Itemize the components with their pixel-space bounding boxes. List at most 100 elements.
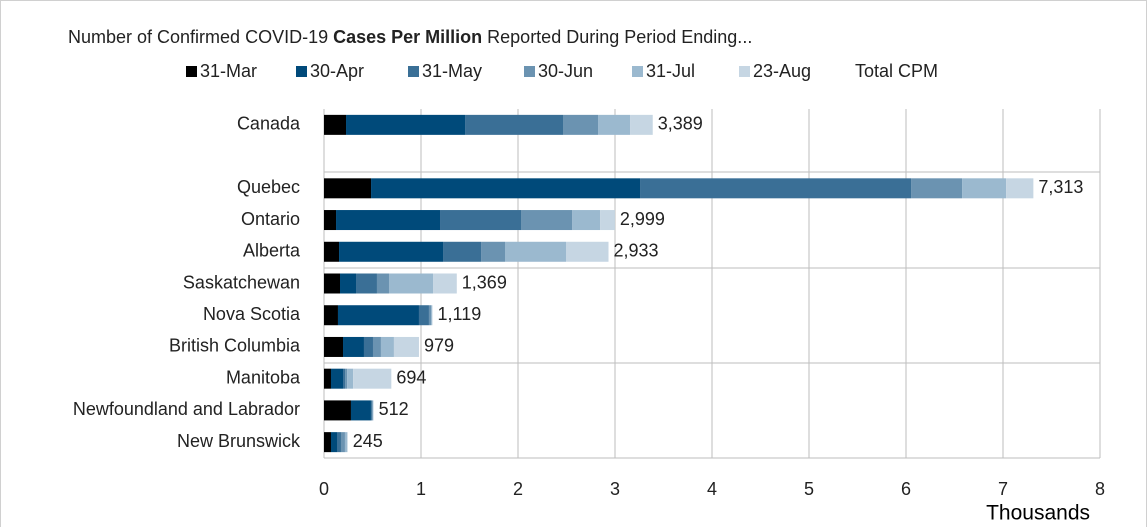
bar-segment [372, 336, 381, 357]
title-bold-part: Cases Per Million [333, 27, 482, 47]
bar-segment [324, 114, 347, 135]
legend-swatch [632, 66, 643, 77]
bar-segment [350, 400, 371, 421]
bar-segment [566, 241, 609, 262]
bar-segment [330, 432, 337, 453]
bar-segment [339, 241, 444, 262]
legend-swatch [296, 66, 307, 77]
legend-label: Total CPM [855, 61, 938, 81]
bar-segment [431, 305, 433, 326]
legend-label: 23-Aug [753, 61, 811, 81]
bar-segment [340, 432, 345, 453]
x-tick-label: 4 [707, 479, 717, 499]
bar-segment [433, 273, 457, 294]
bar-segment [324, 400, 351, 421]
y-tick-label: New Brunswick [177, 431, 301, 451]
x-tick-label: 7 [998, 479, 1008, 499]
bar-segment [343, 336, 364, 357]
y-tick-label: Canada [237, 114, 301, 134]
bar-segment [962, 178, 1007, 199]
bar-segment [337, 305, 419, 326]
bar-segment [563, 114, 599, 135]
bar-segment [388, 273, 434, 294]
bar-segment [521, 210, 573, 231]
bar-segment [372, 400, 374, 421]
bar-segment [324, 178, 372, 199]
bar-segment [481, 241, 506, 262]
bar-segment [336, 210, 441, 231]
bar-segment [630, 114, 653, 135]
x-axis-label: Thousands [986, 502, 1090, 525]
y-tick-label: Quebec [237, 177, 300, 197]
legend-label: 31-May [422, 61, 482, 81]
legend-swatch [739, 66, 750, 77]
bar-segment [430, 305, 432, 326]
bar-segment [336, 432, 341, 453]
total-label: 1,369 [462, 272, 507, 292]
legend-label: 30-Jun [538, 61, 593, 81]
legend-label: 30-Apr [310, 61, 364, 81]
total-label: 1,119 [438, 304, 482, 324]
x-tick-label: 8 [1095, 479, 1105, 499]
bar-segment [340, 273, 357, 294]
bar-segment [440, 210, 522, 231]
bar-segment [393, 336, 419, 357]
total-label: 979 [424, 336, 454, 356]
bar-segment [343, 368, 346, 389]
y-tick-label: Nova Scotia [203, 304, 301, 324]
bar-segment [373, 400, 374, 421]
legend-label: 31-Jul [646, 61, 695, 81]
legend-swatch [524, 66, 535, 77]
total-label: 2,933 [614, 241, 659, 261]
bar-segment [600, 210, 615, 231]
chart-title: Number of Confirmed COVID-19 Cases Per M… [68, 27, 752, 47]
bar-segment [911, 178, 963, 199]
bar-segment [345, 368, 348, 389]
bar-segment [344, 432, 347, 453]
bar-segment [598, 114, 631, 135]
x-tick-label: 0 [319, 479, 329, 499]
title-part: Reported During Period Ending... [482, 27, 752, 47]
x-tick-label: 6 [901, 479, 911, 499]
y-tick-label: Alberta [243, 241, 301, 261]
total-label: 245 [353, 431, 383, 451]
bar-segment [428, 305, 431, 326]
bar-segment [353, 368, 392, 389]
bar-segment [380, 336, 394, 357]
bar-segment [324, 210, 337, 231]
y-tick-label: Ontario [241, 209, 300, 229]
total-label: 7,313 [1038, 177, 1083, 197]
bar-segment [347, 368, 354, 389]
total-label: 694 [396, 367, 426, 387]
x-tick-label: 5 [804, 479, 814, 499]
total-label: 2,999 [620, 209, 665, 229]
legend-swatch [408, 66, 419, 77]
title-part: Number of Confirmed COVID-19 [68, 27, 333, 47]
y-tick-label: Newfoundland and Labrador [73, 399, 300, 419]
x-tick-label: 1 [416, 479, 426, 499]
legend-label: 31-Mar [200, 61, 257, 81]
total-label: 512 [379, 399, 409, 419]
bar-segment [346, 114, 466, 135]
bar-segment [363, 336, 373, 357]
bar-segment [1006, 178, 1034, 199]
bar-segment [505, 241, 567, 262]
bar-segment [371, 178, 641, 199]
bar-segment [324, 432, 331, 453]
bar-segment [640, 178, 912, 199]
x-tick-label: 2 [513, 479, 523, 499]
y-tick-label: Saskatchewan [183, 272, 300, 292]
bar-segment [572, 210, 601, 231]
bar-segment [324, 368, 331, 389]
y-tick-label: British Columbia [169, 336, 301, 356]
bar-segment [465, 114, 564, 135]
x-tick-label: 3 [610, 479, 620, 499]
bar-segment [346, 432, 348, 453]
legend-swatch [186, 66, 197, 77]
bar-segment [376, 273, 389, 294]
bar-segment [371, 400, 373, 421]
total-label: 3,389 [658, 114, 703, 134]
bar-segment [370, 400, 372, 421]
